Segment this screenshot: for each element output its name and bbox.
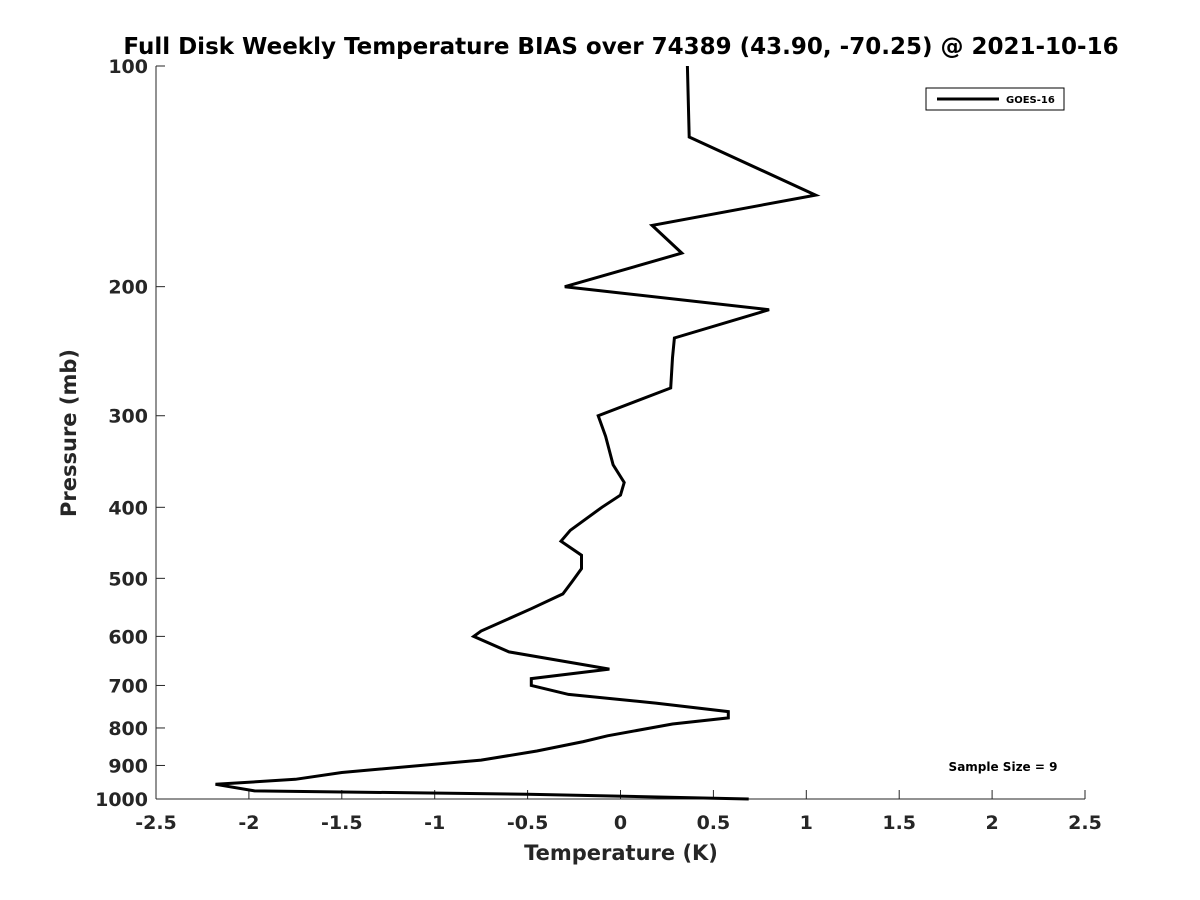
axes: -2.5 -2 -1.5 -1 -0.5 0 0.5 1 1.5 2 2.5 100 200 300 400… — [95, 56, 1102, 834]
series-line-goes-16 — [215, 65, 821, 801]
x-tick-label: 1 — [800, 812, 813, 834]
x-tick-label: -2.5 — [135, 812, 177, 834]
x-tick-label: -0.5 — [507, 812, 549, 834]
y-tick-label: 700 — [108, 675, 148, 697]
legend: GOES-16 — [925, 87, 1065, 111]
y-axis-label: Pressure (mb) — [57, 349, 81, 517]
x-axis-label: Temperature (K) — [524, 841, 718, 865]
x-tick-label: -1 — [424, 812, 445, 834]
x-tick-label: -1.5 — [321, 812, 363, 834]
x-tick-label: 2.5 — [1068, 812, 1102, 834]
y-tick-label: 100 — [108, 56, 148, 78]
y-tick-label: 1000 — [95, 789, 148, 811]
x-tick-label: 0 — [614, 812, 627, 834]
x-tick-label: -2 — [238, 812, 259, 834]
x-tick-label: 2 — [985, 812, 998, 834]
y-tick-label: 800 — [108, 718, 148, 740]
y-tick-label: 400 — [108, 497, 148, 519]
y-tick-label: 600 — [108, 626, 148, 648]
x-tick-label: 1.5 — [882, 812, 916, 834]
chart-title: Full Disk Weekly Temperature BIAS over 7… — [123, 34, 1118, 60]
sample-size-annotation: Sample Size = 9 — [949, 760, 1058, 774]
x-tick-label: 0.5 — [697, 812, 731, 834]
legend-label-goes-16: GOES-16 — [1006, 95, 1055, 106]
y-tick-label: 300 — [108, 406, 148, 428]
y-tick-label: 500 — [108, 568, 148, 590]
y-tick-label: 900 — [108, 755, 148, 777]
y-tick-label: 200 — [108, 277, 148, 299]
